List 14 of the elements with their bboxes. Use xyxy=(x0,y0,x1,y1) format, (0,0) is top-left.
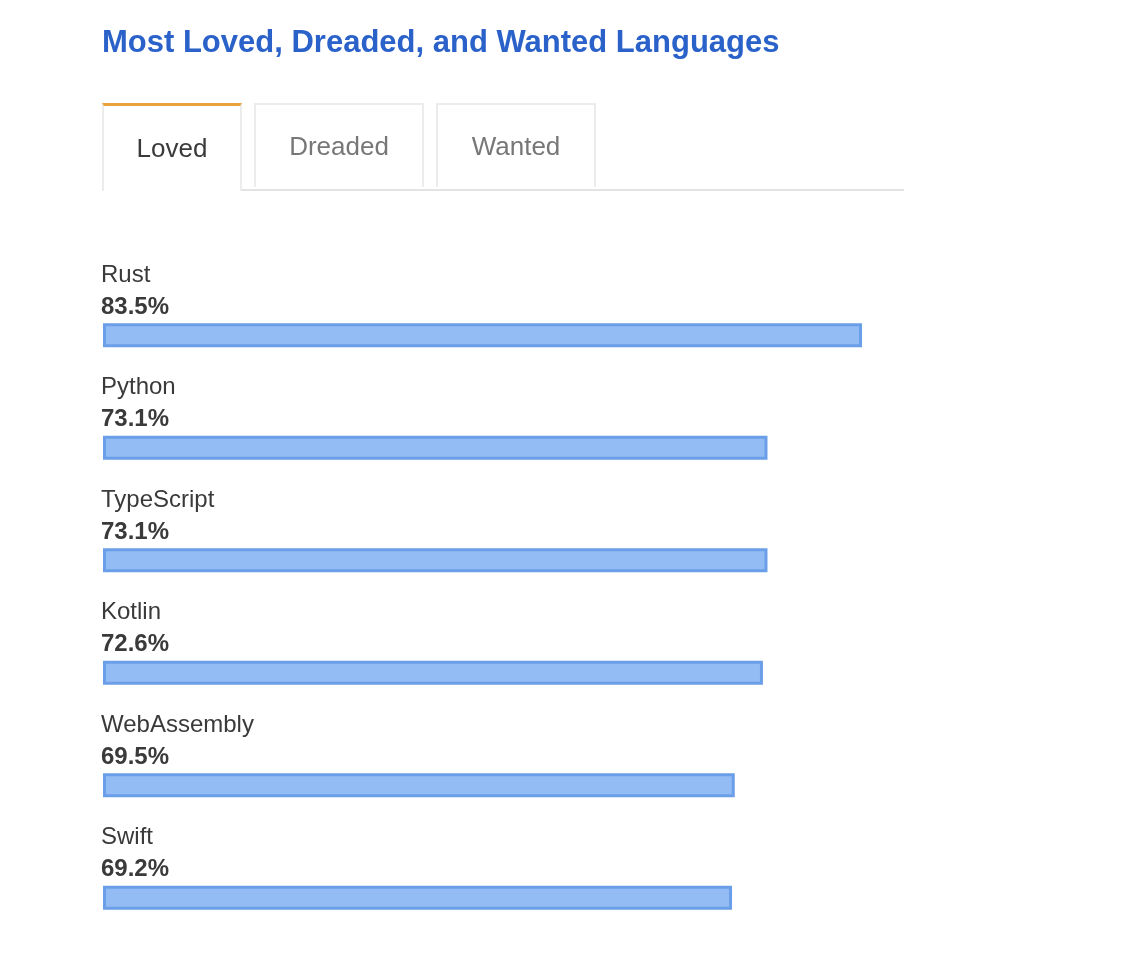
y-tick-label: Python xyxy=(101,372,176,400)
tab-strip: Loved Dreaded Wanted xyxy=(102,103,904,191)
data-label: 69.2% xyxy=(101,854,170,882)
data-label: 72.6% xyxy=(101,629,170,657)
y-tick-label: Swift xyxy=(101,822,154,850)
y-tick-label: TypeScript xyxy=(101,484,215,512)
y-tick-label: WebAssembly xyxy=(101,709,254,737)
data-label: 73.1% xyxy=(101,516,170,544)
data-label: 73.1% xyxy=(101,404,170,432)
y-tick-label: Rust xyxy=(101,259,151,287)
chart-title: Most Loved, Dreaded, and Wanted Languages xyxy=(102,24,780,60)
data-label: 83.5% xyxy=(101,291,170,319)
y-tick-label: Kotlin xyxy=(101,597,162,625)
data-label: 69.5% xyxy=(101,741,170,769)
